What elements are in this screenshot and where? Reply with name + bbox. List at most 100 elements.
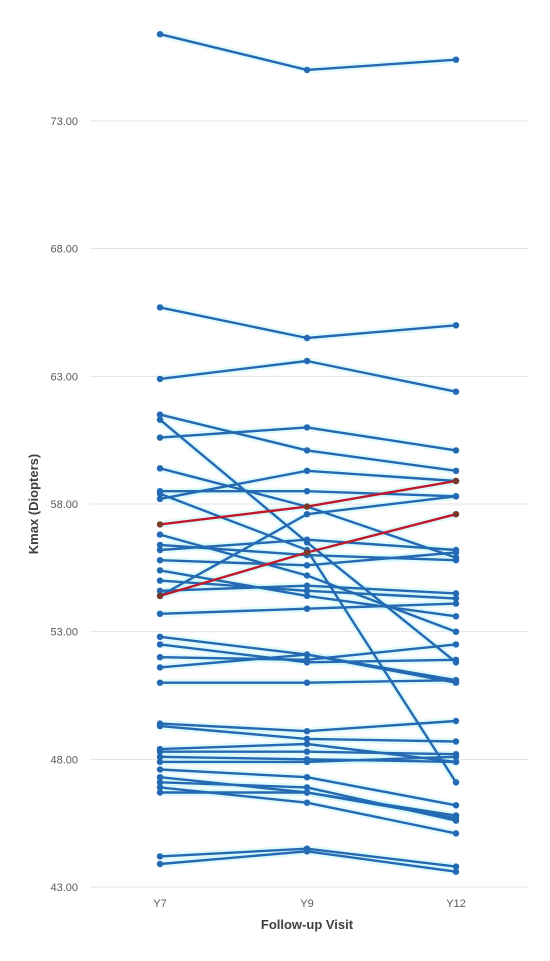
series-line: [158, 306, 458, 340]
data-point: [303, 467, 311, 474]
data-point: [452, 477, 460, 485]
data-point: [452, 863, 460, 870]
data-point: [452, 590, 460, 597]
data-point: [303, 488, 311, 495]
series-highlight: [156, 477, 460, 528]
data-point: [156, 774, 164, 781]
data-point: [452, 814, 460, 822]
series: [156, 848, 460, 875]
data-point: [452, 758, 460, 766]
data-point: [156, 465, 164, 472]
data-point: [156, 521, 164, 528]
series: [156, 789, 460, 822]
data-point: [303, 784, 311, 791]
data-point: [303, 728, 311, 735]
data-point: [303, 447, 311, 454]
data-point: [452, 779, 460, 786]
series: [156, 582, 460, 597]
series: [156, 766, 460, 809]
data-point: [156, 587, 164, 594]
data-point: [156, 641, 164, 648]
data-point: [303, 592, 311, 600]
data-point: [156, 853, 164, 860]
data-point: [303, 740, 311, 748]
data-point: [156, 766, 164, 773]
data-point: [303, 605, 311, 612]
data-point: [303, 735, 311, 743]
data-point: [452, 447, 460, 454]
data-point: [303, 748, 311, 755]
x-axis-title: Follow-up Visit: [261, 917, 354, 932]
data-point: [452, 656, 460, 663]
data-point: [303, 656, 311, 663]
data-point: [452, 753, 460, 760]
series-lines: [156, 31, 460, 875]
data-point: [303, 536, 311, 543]
data-point: [303, 679, 311, 686]
series: [156, 677, 460, 686]
data-point: [156, 610, 164, 617]
y-tick-label: 53.00: [50, 627, 78, 639]
series: [156, 753, 460, 766]
series: [156, 600, 460, 617]
data-point: [156, 758, 164, 766]
data-point: [156, 531, 164, 538]
data-point: [303, 848, 311, 855]
data-point: [156, 557, 164, 564]
data-point: [303, 511, 311, 518]
y-tick-label: 63.00: [50, 371, 78, 383]
data-point: [156, 679, 164, 686]
data-point: [156, 375, 164, 383]
data-point: [156, 577, 164, 584]
data-point: [303, 357, 311, 365]
series: [156, 31, 460, 74]
data-point: [303, 587, 311, 594]
data-point: [452, 613, 460, 620]
x-tick-label: Y12: [446, 898, 466, 910]
series: [156, 549, 460, 569]
series: [156, 411, 460, 474]
data-point: [452, 549, 460, 556]
data-point: [452, 511, 460, 518]
data-point: [452, 56, 460, 63]
series: [156, 567, 460, 620]
y-tick-label: 43.00: [50, 882, 78, 894]
data-point: [156, 567, 164, 574]
data-point: [156, 789, 164, 796]
data-point: [156, 779, 164, 786]
data-point: [303, 758, 311, 766]
x-tick-labels: Y7 Y9 Y12: [153, 898, 466, 910]
data-point: [156, 664, 164, 671]
y-tick-labels: 43.00 48.00 53.00 58.00 63.00 68.00 73.00: [50, 116, 78, 894]
series-glow-line: [156, 303, 460, 342]
series: [156, 722, 460, 745]
data-point: [156, 434, 164, 441]
data-point: [303, 774, 311, 781]
data-point: [303, 562, 311, 569]
data-point: [452, 322, 460, 329]
data-point: [156, 748, 164, 755]
data-point: [452, 628, 460, 635]
data-point: [156, 490, 164, 497]
data-point: [303, 651, 311, 658]
y-tick-label: 58.00: [50, 499, 78, 511]
data-point: [156, 416, 164, 423]
data-point: [156, 860, 164, 868]
series: [156, 641, 460, 663]
data-point: [452, 595, 460, 602]
y-tick-label: 68.00: [50, 244, 78, 256]
series: [156, 577, 460, 602]
data-point: [452, 717, 460, 725]
data-point: [452, 830, 460, 837]
x-tick-label: Y7: [153, 898, 166, 910]
data-point: [452, 802, 460, 809]
y-axis-title: Kmax (Diopters): [26, 454, 41, 554]
data-point: [156, 541, 164, 549]
data-point: [156, 722, 164, 730]
series-glow-line: [156, 30, 460, 74]
data-point: [452, 467, 460, 474]
y-tick-label: 73.00: [50, 116, 78, 128]
data-point: [156, 633, 164, 640]
data-point: [156, 592, 164, 600]
data-point: [156, 654, 164, 661]
